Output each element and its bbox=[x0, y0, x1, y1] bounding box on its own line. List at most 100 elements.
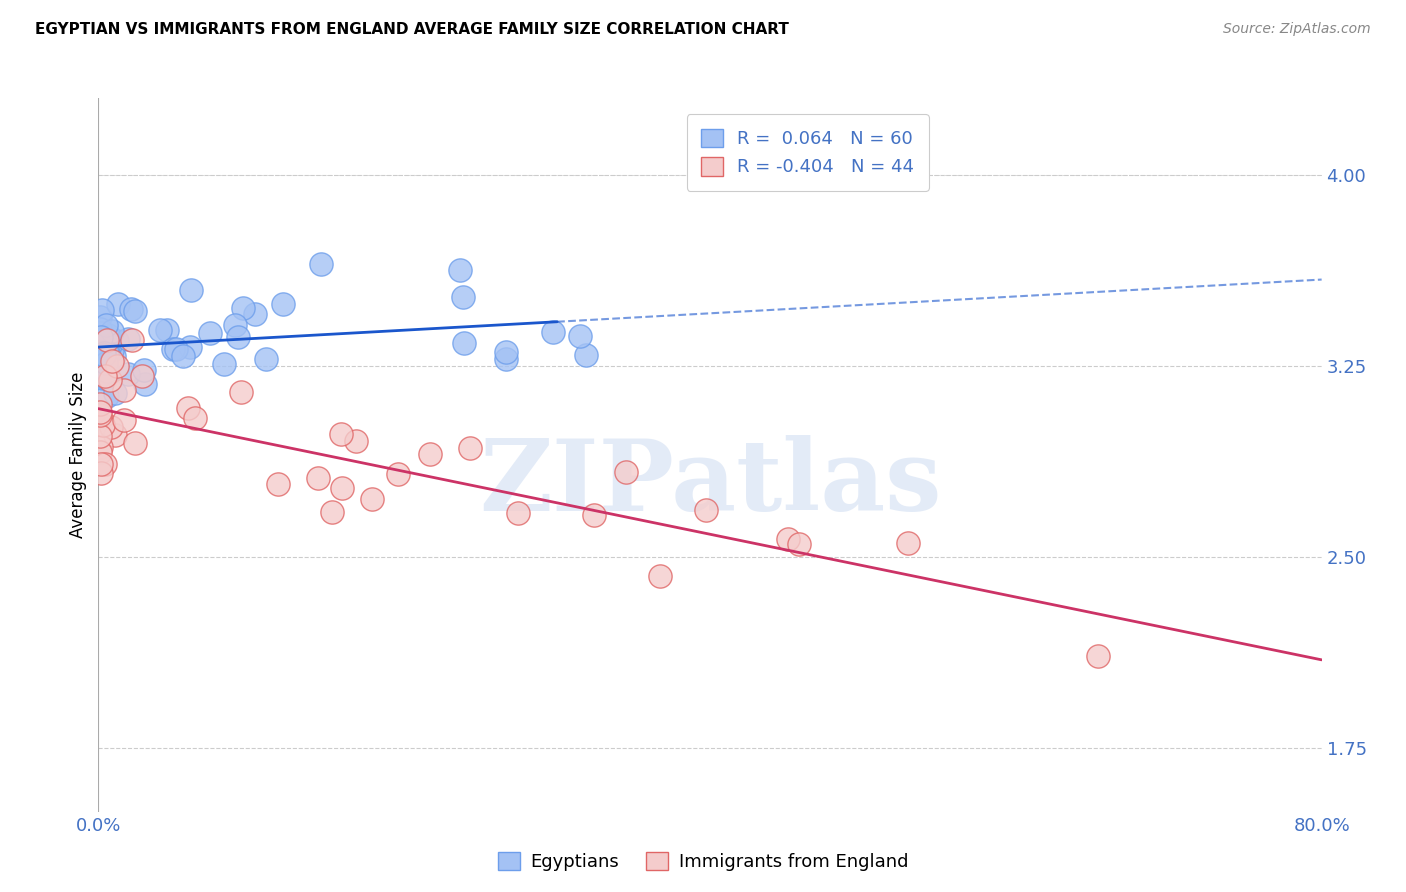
Point bbox=[94, 457, 117, 471]
Text: Source: ZipAtlas.com: Source: ZipAtlas.com bbox=[1223, 22, 1371, 37]
Point bbox=[267, 476, 290, 491]
Point bbox=[897, 535, 920, 549]
Point bbox=[1087, 649, 1109, 664]
Point bbox=[117, 332, 139, 346]
Point bbox=[506, 506, 529, 520]
Point bbox=[112, 384, 135, 398]
Point bbox=[134, 377, 156, 392]
Point bbox=[90, 466, 112, 480]
Point bbox=[307, 471, 329, 485]
Point bbox=[387, 467, 409, 481]
Point bbox=[149, 323, 172, 337]
Point bbox=[449, 263, 471, 277]
Point bbox=[89, 338, 111, 352]
Point bbox=[93, 346, 115, 360]
Point bbox=[89, 408, 111, 422]
Point bbox=[131, 368, 153, 383]
Point bbox=[105, 334, 128, 349]
Point bbox=[96, 356, 118, 370]
Point bbox=[543, 325, 565, 339]
Point bbox=[100, 420, 122, 434]
Point bbox=[214, 357, 236, 371]
Point bbox=[360, 491, 382, 506]
Point bbox=[321, 505, 343, 519]
Point bbox=[107, 297, 129, 311]
Text: ZIPatlas: ZIPatlas bbox=[479, 435, 941, 532]
Point bbox=[96, 345, 118, 359]
Point bbox=[787, 537, 810, 551]
Point bbox=[583, 508, 606, 522]
Point bbox=[89, 405, 111, 419]
Point bbox=[96, 333, 118, 347]
Point bbox=[93, 417, 115, 432]
Point bbox=[121, 333, 143, 347]
Point bbox=[177, 401, 200, 415]
Point bbox=[132, 362, 155, 376]
Point bbox=[650, 569, 672, 583]
Point bbox=[776, 532, 799, 546]
Y-axis label: Average Family Size: Average Family Size bbox=[69, 372, 87, 538]
Point bbox=[198, 326, 221, 340]
Point bbox=[101, 353, 124, 368]
Point bbox=[224, 318, 246, 332]
Point bbox=[243, 306, 266, 320]
Point bbox=[89, 445, 111, 459]
Point bbox=[90, 457, 112, 471]
Point bbox=[271, 297, 294, 311]
Point bbox=[165, 342, 187, 356]
Point bbox=[98, 373, 121, 387]
Point bbox=[124, 304, 146, 318]
Point bbox=[89, 348, 111, 362]
Point bbox=[228, 330, 250, 344]
Point bbox=[94, 318, 117, 332]
Point bbox=[232, 301, 254, 315]
Point bbox=[568, 329, 591, 343]
Point bbox=[120, 302, 142, 317]
Point bbox=[91, 371, 114, 385]
Point bbox=[184, 410, 207, 425]
Point bbox=[124, 436, 146, 450]
Point bbox=[97, 346, 120, 360]
Point bbox=[89, 363, 111, 377]
Point bbox=[453, 336, 475, 351]
Point bbox=[179, 340, 201, 354]
Point bbox=[104, 386, 127, 401]
Point bbox=[254, 351, 277, 366]
Point bbox=[90, 330, 112, 344]
Point bbox=[96, 364, 118, 378]
Point bbox=[90, 349, 112, 363]
Point bbox=[495, 344, 517, 359]
Point bbox=[180, 283, 202, 297]
Point bbox=[458, 441, 481, 455]
Point bbox=[90, 302, 112, 317]
Point bbox=[101, 343, 124, 358]
Point bbox=[311, 257, 333, 271]
Point bbox=[103, 349, 125, 363]
Point bbox=[98, 338, 121, 352]
Point bbox=[172, 349, 194, 363]
Point bbox=[451, 290, 474, 304]
Point bbox=[695, 503, 717, 517]
Point bbox=[96, 389, 118, 403]
Point bbox=[90, 441, 112, 455]
Point bbox=[96, 343, 118, 358]
Point bbox=[155, 323, 177, 337]
Point bbox=[101, 324, 124, 338]
Point bbox=[93, 369, 115, 384]
Point bbox=[97, 328, 120, 343]
Point bbox=[89, 322, 111, 336]
Point bbox=[117, 368, 139, 382]
Text: EGYPTIAN VS IMMIGRANTS FROM ENGLAND AVERAGE FAMILY SIZE CORRELATION CHART: EGYPTIAN VS IMMIGRANTS FROM ENGLAND AVER… bbox=[35, 22, 789, 37]
Point bbox=[93, 351, 115, 365]
Point bbox=[105, 359, 128, 373]
Legend: R =  0.064   N = 60, R = -0.404   N = 44: R = 0.064 N = 60, R = -0.404 N = 44 bbox=[688, 114, 929, 191]
Point bbox=[104, 427, 127, 442]
Point bbox=[89, 310, 111, 325]
Point bbox=[344, 434, 367, 449]
Point bbox=[112, 413, 135, 427]
Point bbox=[89, 429, 111, 443]
Point bbox=[495, 351, 517, 366]
Point bbox=[614, 465, 637, 479]
Legend: Egyptians, Immigrants from England: Egyptians, Immigrants from England bbox=[491, 845, 915, 879]
Point bbox=[575, 349, 598, 363]
